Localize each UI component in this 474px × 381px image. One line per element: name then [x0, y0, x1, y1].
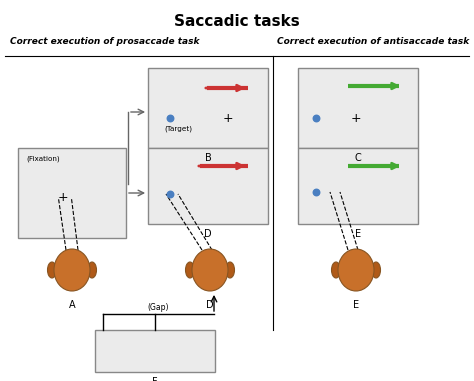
Text: E: E	[353, 300, 359, 310]
Text: (Target): (Target)	[164, 126, 192, 133]
Bar	[148, 148, 268, 224]
Point	[166, 115, 174, 121]
Ellipse shape	[54, 249, 90, 291]
Bar	[298, 148, 418, 224]
Text: +: +	[58, 191, 69, 204]
Text: E: E	[355, 229, 361, 239]
Point	[166, 191, 174, 197]
Ellipse shape	[372, 262, 381, 278]
Text: F: F	[152, 377, 158, 381]
Bar	[18, 148, 126, 238]
Ellipse shape	[88, 262, 97, 278]
Text: D: D	[204, 229, 212, 239]
Text: Saccadic tasks: Saccadic tasks	[174, 14, 300, 29]
Ellipse shape	[185, 262, 194, 278]
Text: (Gap): (Gap)	[148, 303, 169, 312]
Text: A: A	[69, 300, 75, 310]
Point	[312, 189, 320, 195]
Text: +: +	[351, 112, 361, 125]
Ellipse shape	[338, 249, 374, 291]
Ellipse shape	[47, 262, 56, 278]
Bar	[298, 68, 418, 148]
Text: Correct execution of prosaccade task: Correct execution of prosaccade task	[10, 37, 200, 46]
Text: Correct execution of antisaccade task: Correct execution of antisaccade task	[277, 37, 470, 46]
Text: C: C	[355, 153, 361, 163]
Ellipse shape	[331, 262, 340, 278]
Text: B: B	[205, 153, 211, 163]
Ellipse shape	[192, 249, 228, 291]
Text: D: D	[206, 300, 214, 310]
Bar	[95, 330, 215, 372]
Text: +: +	[223, 112, 233, 125]
Bar	[148, 68, 268, 148]
Point	[312, 115, 320, 121]
Ellipse shape	[226, 262, 235, 278]
Text: (Fixation): (Fixation)	[26, 156, 60, 163]
